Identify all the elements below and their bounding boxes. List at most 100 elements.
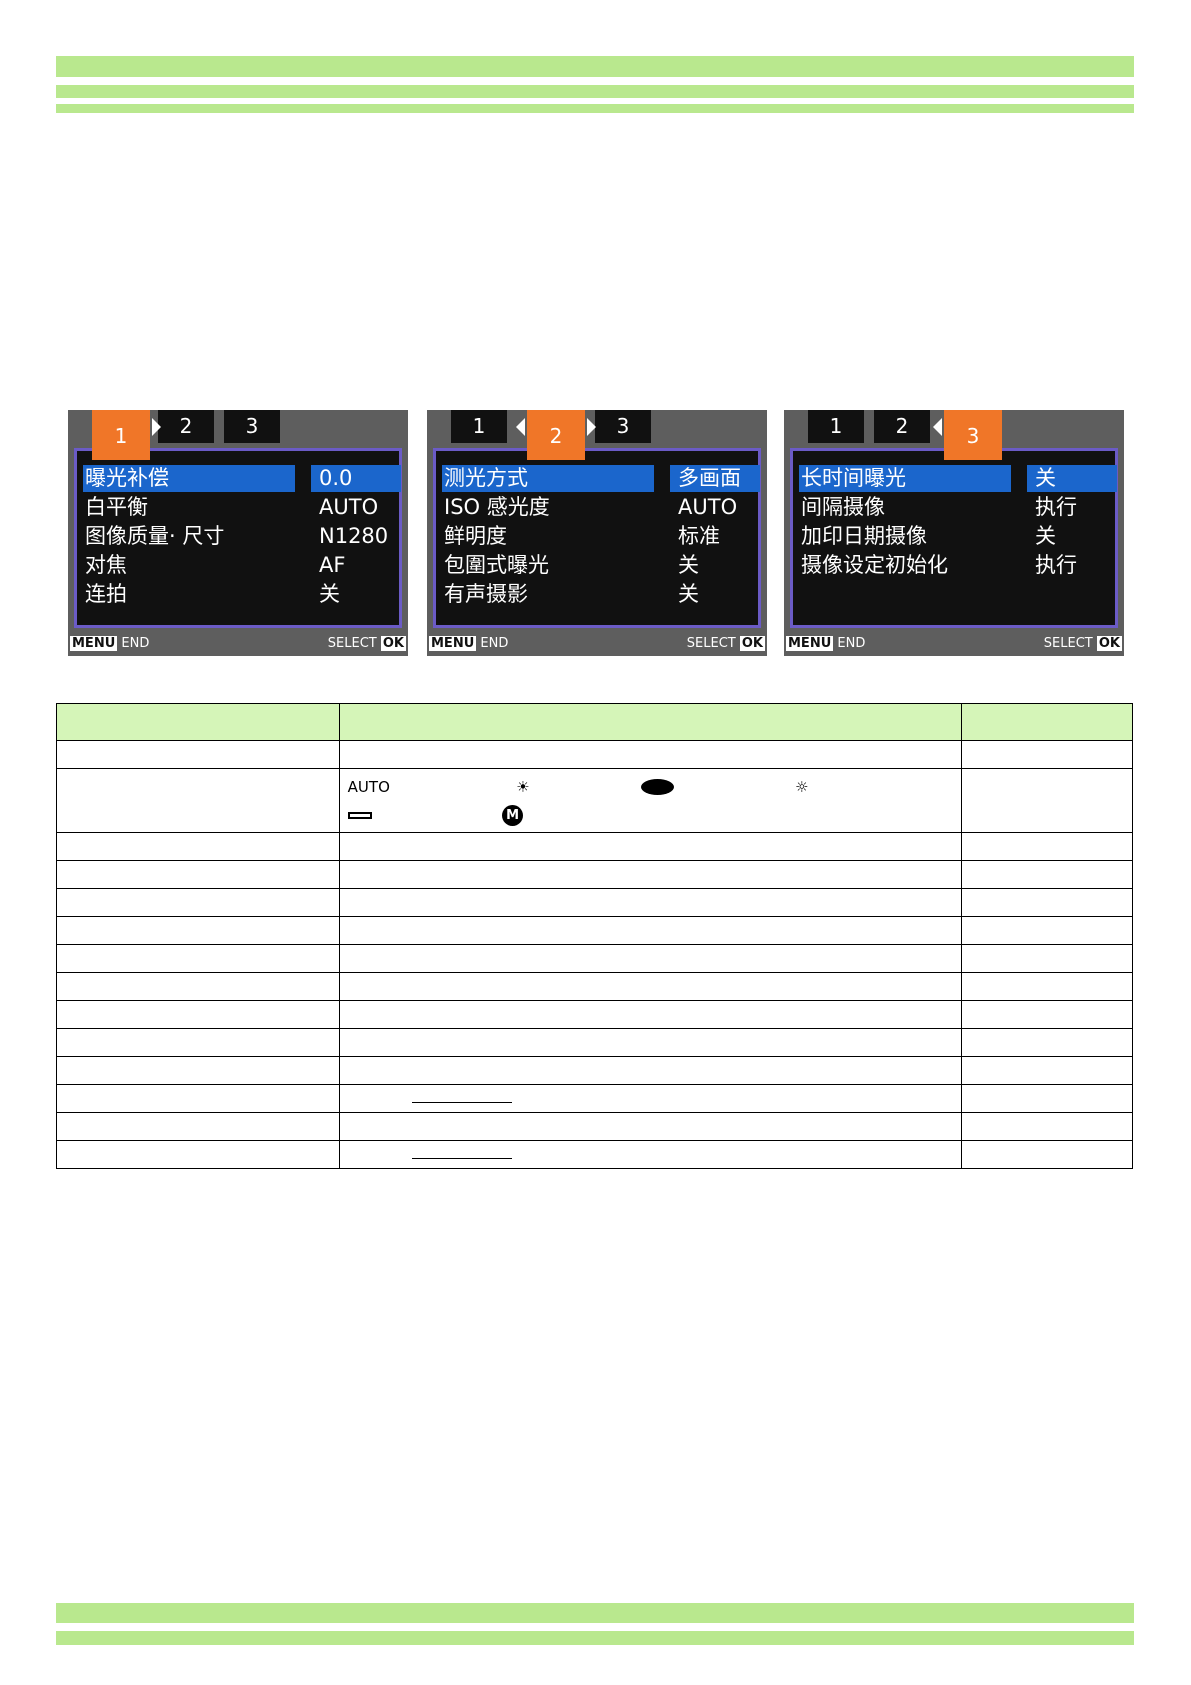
menu-item-value: N1280 <box>319 524 389 548</box>
menu-item-label: 间隔摄像 <box>801 495 885 519</box>
menu-item-value: 执行 <box>1035 495 1077 519</box>
table-row <box>56 1056 1133 1085</box>
menu-item-label: 曝光补偿 <box>83 465 295 492</box>
fluorescent-icon <box>347 801 498 829</box>
tab-1[interactable]: 1 <box>92 410 150 460</box>
menu-item[interactable]: ISO 感光度 AUTO <box>442 494 752 521</box>
menu-item-label: 有声摄影 <box>444 582 528 606</box>
menu-item[interactable]: 曝光补偿 0.0 <box>83 465 401 492</box>
menu-item-value: 关 <box>678 553 699 577</box>
tab-2[interactable]: 2 <box>527 410 585 460</box>
menu-panel: 曝光补偿 0.0 白平衡 AUTO 图像质量· 尺寸 N1280 对焦 AF 连拍 关 <box>74 448 402 628</box>
menu-panel: 长时间曝光关间隔摄像 执行 加印日期摄像关摄像设定初始化 执行 <box>790 448 1118 628</box>
table-row <box>56 740 1133 769</box>
end-label: END <box>837 636 866 651</box>
menu-item[interactable]: 测光方式 多画面 <box>442 465 760 492</box>
underline <box>411 1147 512 1159</box>
table-row <box>56 1000 1133 1029</box>
menu-item-label: 对焦 <box>85 553 127 577</box>
arrow-right-icon <box>587 418 596 436</box>
sun-icon: ☀ <box>516 777 530 796</box>
menu-item-label: 图像质量· 尺寸 <box>85 524 225 548</box>
menu-item-value: 关 <box>319 582 340 606</box>
table-row <box>56 832 1133 861</box>
menu-item-label: ISO 感光度 <box>444 495 550 519</box>
tab-2[interactable]: 2 <box>158 410 214 443</box>
menu-item-label: 鲜明度 <box>444 524 507 548</box>
end-label: END <box>480 636 509 651</box>
menu-item[interactable]: 连拍 关 <box>83 581 393 608</box>
ok-key: OK <box>1096 636 1122 651</box>
table-row <box>56 916 1133 945</box>
table-row <box>56 1084 1133 1113</box>
menu-item[interactable]: 包圍式曝光 关 <box>442 552 752 579</box>
header-bar-2 <box>56 85 1134 98</box>
underline <box>411 1091 512 1103</box>
table-row <box>56 1028 1133 1057</box>
manual-icon: M <box>502 801 524 829</box>
menu-item-label: 连拍 <box>85 582 127 606</box>
table-row <box>56 944 1133 973</box>
menu-footer: MENU END SELECT OK <box>784 632 1124 656</box>
header-bar-3 <box>56 104 1134 113</box>
footer-bar-2 <box>56 1631 1134 1645</box>
menu-item-value: 关 <box>678 582 699 606</box>
menu-item-value: AF <box>319 553 346 577</box>
settings-table: AUTO ☀ ☼ M <box>56 703 1133 1169</box>
menu-item[interactable]: 加印日期摄像 关 <box>799 523 1109 550</box>
end-label: END <box>121 636 150 651</box>
table-row <box>56 1112 1133 1141</box>
menu-key: MENU <box>429 636 477 651</box>
table-row <box>56 860 1133 889</box>
menu-item-label: 摄像设定初始化 <box>801 553 948 577</box>
menu-key: MENU <box>786 636 834 651</box>
tab-1[interactable]: 1 <box>808 410 864 443</box>
tab-3[interactable]: 3 <box>224 410 280 443</box>
tab-3[interactable]: 3 <box>944 410 1002 460</box>
cloud-icon <box>640 773 791 801</box>
menu-item-label: 长时间曝光 <box>799 465 1011 492</box>
menu-item-value: 多画面 <box>670 465 760 492</box>
table-row <box>56 1140 1133 1169</box>
menu-item[interactable]: 鲜明度 标准 <box>442 523 752 550</box>
menu-item-value: 0.0 <box>311 465 401 492</box>
arrow-left-icon <box>933 418 942 436</box>
menu-item-label: 测光方式 <box>442 465 654 492</box>
arrow-left-icon <box>516 418 525 436</box>
menu-item-value: 标准 <box>678 524 720 548</box>
table-row-white-balance: AUTO ☀ ☼ M <box>56 768 1133 833</box>
ok-key: OK <box>380 636 406 651</box>
camera-menu-screen-2: 1 2 3 测光方式 多画面 ISO 感光度 AUTO 鲜明度 标准 包圍式曝光关有声摄影关 MEN… <box>427 410 767 656</box>
camera-menu-screen-1: 1 2 3 曝光补偿 0.0 白平衡 AUTO 图像质量· 尺寸 N1280 对焦 AF 连拍 关 MEN… <box>68 410 408 656</box>
menu-item[interactable]: 长时间曝光关 <box>799 465 1117 492</box>
bulb-icon: ☼ <box>795 777 809 796</box>
menu-item-label: 加印日期摄像 <box>801 524 927 548</box>
menu-item[interactable]: 图像质量· 尺寸 N1280 <box>83 523 393 550</box>
select-label: SELECT <box>327 636 377 651</box>
tab-1[interactable]: 1 <box>451 410 507 443</box>
menu-item[interactable]: 白平衡 AUTO <box>83 494 393 521</box>
menu-item-value: 关 <box>1027 465 1117 492</box>
menu-item-value: 关 <box>1035 524 1056 548</box>
menu-footer: MENU END SELECT OK <box>427 632 767 656</box>
table-header <box>56 703 1133 741</box>
menu-item-label: 包圍式曝光 <box>444 553 549 577</box>
camera-menu-screen-3: 1 2 3 长时间曝光关间隔摄像 执行 加印日期摄像关摄像设定初始化 执行 MENU END S… <box>784 410 1124 656</box>
menu-footer: MENU END SELECT OK <box>68 632 408 656</box>
menu-item[interactable]: 对焦 AF <box>83 552 393 579</box>
menu-item-value: 执行 <box>1035 553 1077 577</box>
tab-2[interactable]: 2 <box>874 410 930 443</box>
menu-item-value: AUTO <box>319 495 379 519</box>
table-row <box>56 888 1133 917</box>
menu-key: MENU <box>70 636 118 651</box>
menu-item[interactable]: 摄像设定初始化 执行 <box>799 552 1109 579</box>
menu-item[interactable]: 有声摄影 关 <box>442 581 752 608</box>
select-label: SELECT <box>686 636 736 651</box>
table-row <box>56 972 1133 1001</box>
tab-3[interactable]: 3 <box>595 410 651 443</box>
menu-item[interactable]: 间隔摄像 执行 <box>799 494 1109 521</box>
menu-panel: 测光方式 多画面 ISO 感光度 AUTO 鲜明度 标准 包圍式曝光关有声摄影关 <box>433 448 761 628</box>
header-bar-1 <box>56 56 1134 77</box>
menu-item-label: 白平衡 <box>85 495 148 519</box>
arrow-right-icon <box>152 418 161 436</box>
